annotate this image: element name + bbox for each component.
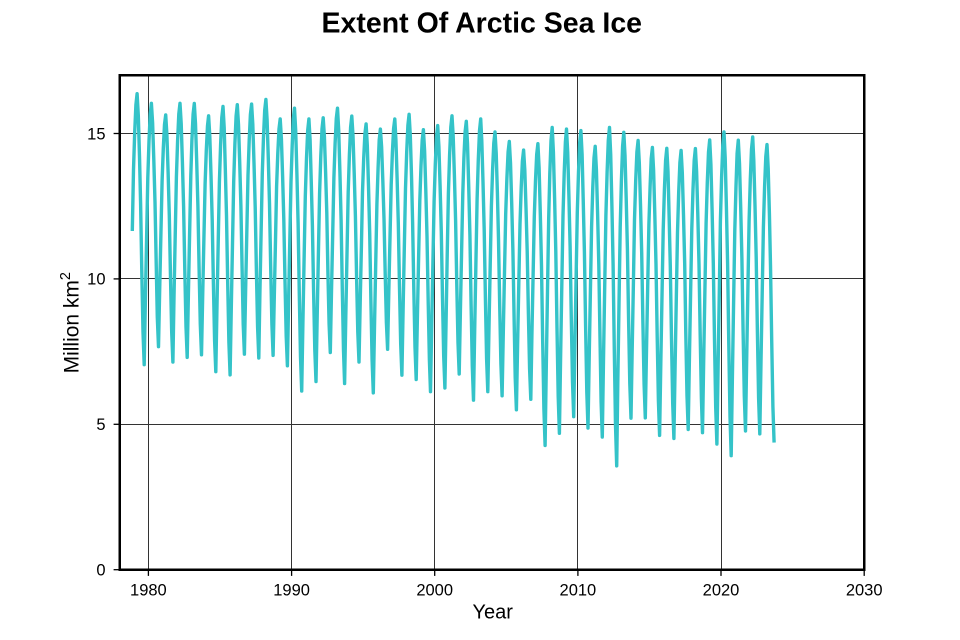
svg-text:2020: 2020 <box>703 582 740 600</box>
svg-text:Million km2: Million km2 <box>58 272 84 373</box>
svg-text:2000: 2000 <box>416 582 453 600</box>
svg-text:1980: 1980 <box>130 582 167 600</box>
svg-text:10: 10 <box>87 271 105 289</box>
svg-text:1990: 1990 <box>273 582 310 600</box>
svg-text:0: 0 <box>96 562 105 580</box>
svg-text:2030: 2030 <box>846 582 883 600</box>
svg-text:Year: Year <box>472 602 513 624</box>
svg-text:5: 5 <box>96 416 105 434</box>
svg-text:15: 15 <box>87 125 105 143</box>
svg-text:2010: 2010 <box>560 582 597 600</box>
svg-text:Extent Of Arctic Sea Ice: Extent Of Arctic Sea Ice <box>322 7 643 39</box>
